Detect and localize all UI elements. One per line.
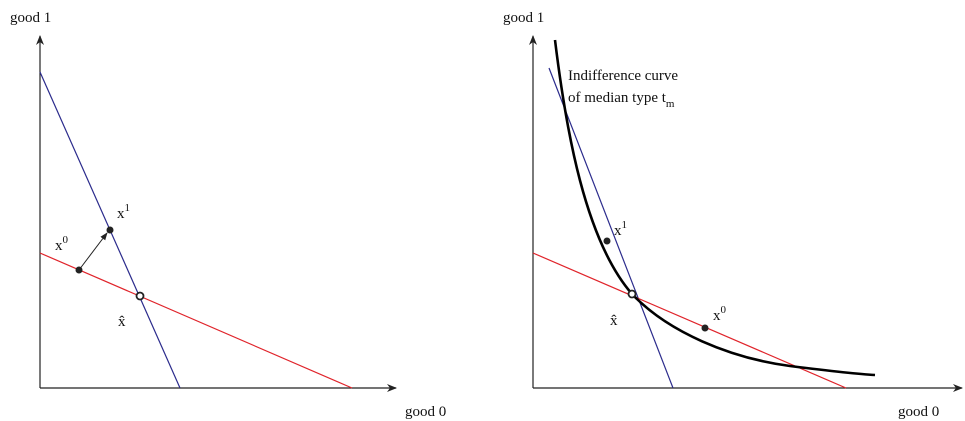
y-axis-label: good 1 — [10, 10, 51, 26]
annotation-text: of median type t — [568, 90, 667, 106]
point-x0 — [75, 266, 83, 274]
x-axis-label: good 0 — [405, 404, 446, 420]
move-arrow — [78, 232, 108, 271]
annotation-line1: Indifference curve — [568, 68, 678, 84]
indifference-curve — [553, 39, 876, 377]
label-xhat: x̂ — [118, 314, 126, 330]
label-x1: x1 — [117, 202, 130, 222]
budget-line-blue — [548, 67, 674, 389]
label-x1: x1 — [614, 219, 627, 239]
label-sup: 1 — [125, 202, 131, 214]
point-x0 — [701, 324, 709, 332]
annotation-subscript: m — [666, 98, 675, 110]
label-sup: 1 — [622, 219, 628, 231]
label-base: x — [614, 223, 622, 239]
label-base: x — [117, 206, 125, 222]
label-base: x — [713, 308, 721, 324]
point-x1 — [106, 226, 114, 234]
point-xhat — [627, 289, 637, 299]
label-xhat: x̂ — [610, 313, 618, 329]
y-axis-label: good 1 — [503, 10, 544, 26]
point-xhat — [135, 291, 145, 301]
right-panel: good 1 good 0 Indifference curve of medi… — [503, 10, 963, 420]
label-sup: 0 — [721, 304, 727, 316]
label-x0: x0 — [55, 234, 69, 254]
left-panel: good 1 good 0 x0 x1 x̂ — [10, 10, 446, 420]
x-axis-label: good 0 — [898, 404, 939, 420]
point-x1 — [603, 237, 611, 245]
label-base: x — [55, 238, 63, 254]
label-sup: 0 — [63, 234, 69, 246]
label-x0: x0 — [713, 304, 727, 324]
budget-line-red — [39, 252, 353, 389]
annotation-line2: of median type tm — [568, 90, 675, 110]
